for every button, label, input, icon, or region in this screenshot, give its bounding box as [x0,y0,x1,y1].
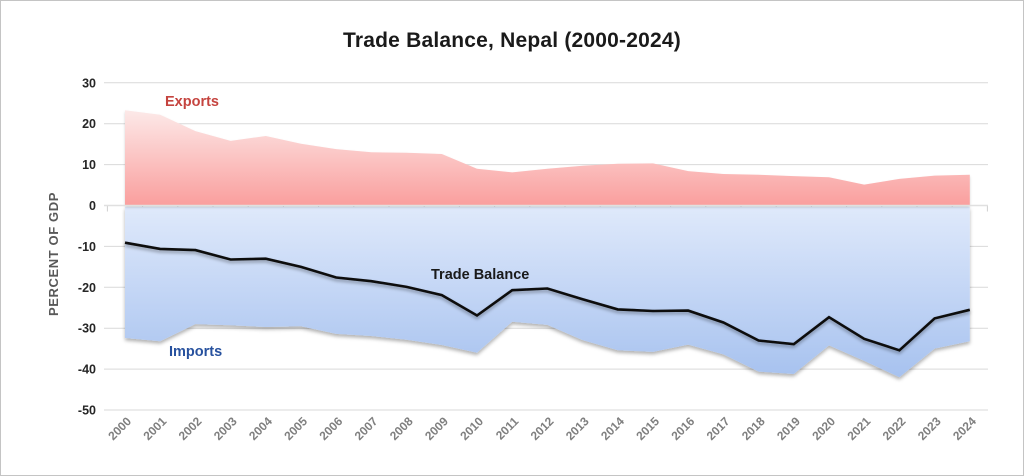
x-tick-label: 2007 [352,414,381,443]
series-label-trade-balance: Trade Balance [431,267,530,283]
x-tick-label: 2013 [563,414,592,443]
x-tick-label: 2006 [317,414,346,443]
series-label-exports: Exports [165,94,219,110]
x-tick-label: 2009 [422,414,451,443]
y-tick-label: -40 [78,363,96,377]
x-tick-label: 2018 [739,414,768,443]
x-tick-labels: 2000 2001 2002 2003 2004 2005 2006 2007 2008 2009… [105,414,979,443]
x-tick-label: 2024 [950,414,979,443]
x-tick-label: 2015 [633,414,662,443]
x-tick-label: 2023 [915,414,944,443]
x-tick-label: 2014 [598,414,627,443]
x-tick-label: 2004 [246,414,275,443]
y-tick-label: -10 [78,240,96,254]
imports-area [125,206,970,378]
y-tick-label: 20 [82,117,96,131]
trade-balance-line [124,241,971,352]
x-tick-label: 2019 [774,414,803,443]
y-tick-labels: 30 20 10 0 -10 -20 -30 -40 -50 [78,76,96,417]
x-tick-label: 2017 [704,414,733,443]
x-tick-label: 2022 [880,414,909,443]
x-tick-label: 2020 [809,414,838,443]
y-tick-label: 0 [89,199,96,213]
x-tick-label: 2005 [281,414,310,443]
y-tick-label: -50 [78,404,96,418]
chart-title: Trade Balance, Nepal (2000-2024) [343,29,681,52]
x-tick-label: 2003 [211,414,240,443]
x-tick-label: 2021 [845,414,874,443]
y-axis-title: PERCENT OF GDP [46,192,61,316]
y-tick-label: 30 [82,76,96,90]
x-tick-label: 2012 [528,414,557,443]
x-tick-label: 2016 [669,414,698,443]
x-tick-label: 2010 [457,414,486,443]
y-tick-label: -20 [78,281,96,295]
x-tick-label: 2000 [105,414,134,443]
x-tick-label: 2011 [493,414,522,443]
x-tick-label: 2001 [141,414,170,443]
x-tick-label: 2002 [176,414,205,443]
y-tick-label: -30 [78,322,96,336]
x-tick-label: 2008 [387,414,416,443]
series-label-imports: Imports [169,344,223,360]
exports-area [125,110,970,206]
y-tick-label: 10 [82,158,96,172]
